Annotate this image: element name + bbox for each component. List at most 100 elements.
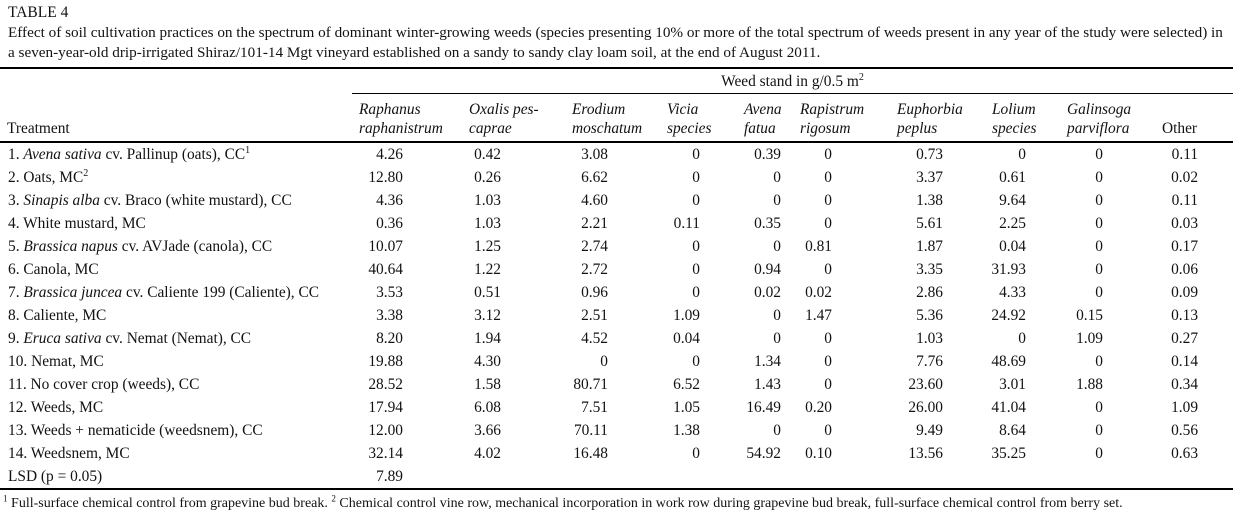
value-cell: 0.02: [805, 283, 832, 301]
footnote-sup-1: 1: [3, 493, 8, 504]
value-cell: 0.04: [999, 237, 1026, 255]
value-cell: 48.69: [991, 352, 1026, 370]
table-label: TABLE 4: [8, 4, 69, 21]
value-cell: 24.92: [991, 306, 1026, 324]
value-cell: 2.72: [581, 260, 608, 278]
value-cell: [890, 465, 985, 490]
value-cell: 40.64: [368, 260, 403, 278]
value-cell: 0: [773, 306, 781, 324]
column-header: Lolium species: [985, 93, 1060, 143]
treatment-header: Treatment: [0, 93, 352, 143]
treatment-cell: 9. Eruca sativa cv. Nemat (Nemat), CC: [8, 329, 252, 347]
treatment-cell: 12. Weeds, MC: [8, 398, 104, 416]
value-cell: 0.26: [474, 168, 501, 186]
value-cell: 0.14: [1171, 352, 1199, 370]
value-cell: 0: [692, 145, 700, 163]
value-cell: 28.52: [368, 375, 403, 393]
value-cell: 2.25: [999, 214, 1026, 232]
value-cell: 0.73: [916, 145, 943, 163]
value-cell: 1.22: [474, 260, 501, 278]
value-cell: [985, 465, 1060, 490]
value-cell: 0: [773, 237, 781, 255]
column-header-row: Treatment Raphanus raphanistrum Oxalis pes…: [0, 93, 1233, 143]
value-cell: 0: [1095, 214, 1103, 232]
value-cell: 0.10: [805, 444, 832, 462]
value-cell: 0: [1018, 145, 1026, 163]
value-cell: [1060, 465, 1155, 490]
table-row: 6. Canola, MC 40.64 1.22 2.72 0 0.94 0 3.35 31.9…: [0, 258, 1233, 281]
value-cell: 0: [824, 260, 832, 278]
table-body: 1. Avena sativa cv. Pallinup (oats), CC1…: [0, 142, 1233, 490]
value-cell: 0.51: [474, 283, 501, 301]
value-cell: 0.17: [1171, 237, 1199, 255]
value-cell: 0.56: [1171, 421, 1199, 439]
value-cell: 19.88: [368, 352, 403, 370]
column-header: Galinsoga parviflora: [1060, 93, 1155, 143]
value-cell: 3.12: [474, 306, 501, 324]
value-cell: 0.02: [1171, 168, 1199, 186]
treatment-cell: 5. Brassica napus cv. AVJade (canola), C…: [8, 237, 273, 255]
column-header: Other: [1155, 93, 1233, 143]
value-cell: 6.52: [673, 375, 700, 393]
value-cell: 0.96: [581, 283, 608, 301]
value-cell: 0: [773, 168, 781, 186]
span-header: Weed stand in g/0.5 m2: [352, 68, 1233, 94]
value-cell: 0.63: [1171, 444, 1199, 462]
value-cell: 1.03: [916, 329, 943, 347]
value-cell: 1.38: [916, 191, 943, 209]
treatment-cell: 8. Caliente, MC: [8, 306, 107, 324]
table-caption: Effect of soil cultivation practices on …: [8, 24, 1223, 61]
value-cell: 0: [600, 352, 608, 370]
table-row: 7. Brassica juncea cv. Caliente 199 (Cal…: [0, 281, 1233, 304]
treatment-cell: 1. Avena sativa cv. Pallinup (oats), CC1: [8, 144, 251, 163]
value-cell: 1.05: [673, 398, 700, 416]
corner-cell: [0, 68, 352, 94]
column-header: Oxalis pes-caprae: [462, 93, 565, 143]
treatment-cell: 6. Canola, MC: [8, 260, 99, 278]
value-cell: 0.42: [474, 145, 501, 163]
value-cell: 13.56: [908, 444, 943, 462]
value-cell: 0: [692, 444, 700, 462]
treatment-cell: 4. White mustard, MC: [8, 214, 146, 232]
footnote-text-2: Chemical control vine row, mechanical in…: [335, 496, 1123, 511]
value-cell: 3.38: [376, 306, 403, 324]
value-cell: 0: [824, 329, 832, 347]
value-cell: 16.48: [573, 444, 608, 462]
value-cell: 1.09: [1076, 329, 1103, 347]
value-cell: 0: [1095, 352, 1103, 370]
value-cell: 23.60: [908, 375, 943, 393]
table-row: LSD (p = 0.05) 7.89: [0, 465, 1233, 490]
value-cell: 3.08: [581, 145, 608, 163]
value-cell: 2.86: [916, 283, 943, 301]
value-cell: 0.81: [805, 237, 832, 255]
value-cell: 0: [692, 191, 700, 209]
value-cell: 6.08: [474, 398, 501, 416]
value-cell: 4.33: [999, 283, 1026, 301]
footnote: 1 Full-surface chemical control from gra…: [3, 493, 1225, 513]
value-cell: 35.25: [991, 444, 1026, 462]
value-cell: 0.09: [1171, 283, 1199, 301]
value-cell: 16.49: [746, 398, 781, 416]
value-cell: 0: [773, 421, 781, 439]
value-cell: 0: [1095, 283, 1103, 301]
value-cell: 3.35: [916, 260, 943, 278]
value-cell: 1.34: [754, 352, 781, 370]
value-cell: [737, 465, 793, 490]
value-cell: 1.03: [474, 214, 501, 232]
weed-table: Weed stand in g/0.5 m2 Treatment Raphanu…: [0, 67, 1233, 490]
value-cell: 0.39: [754, 145, 781, 163]
value-cell: 70.11: [573, 421, 608, 439]
value-cell: 32.14: [368, 444, 403, 462]
column-header: Erodium moschatum: [565, 93, 660, 143]
value-cell: 10.07: [368, 237, 403, 255]
value-cell: 0.03: [1171, 214, 1199, 232]
value-cell: 0.11: [1171, 145, 1199, 163]
span-header-text: Weed stand in g/0.5 m: [721, 73, 859, 90]
value-cell: 1.09: [673, 306, 700, 324]
value-cell: 5.36: [916, 306, 943, 324]
value-cell: 3.37: [916, 168, 943, 186]
table-row: 14. Weedsnem, MC 32.14 4.02 16.48 0 54.92 0.10…: [0, 442, 1233, 465]
value-cell: 0.13: [1171, 306, 1199, 324]
value-cell: 0: [1095, 398, 1103, 416]
table-row: 10. Nemat, MC 19.88 4.30 0 0 1.34 0 7.76 48.69 0 0…: [0, 350, 1233, 373]
